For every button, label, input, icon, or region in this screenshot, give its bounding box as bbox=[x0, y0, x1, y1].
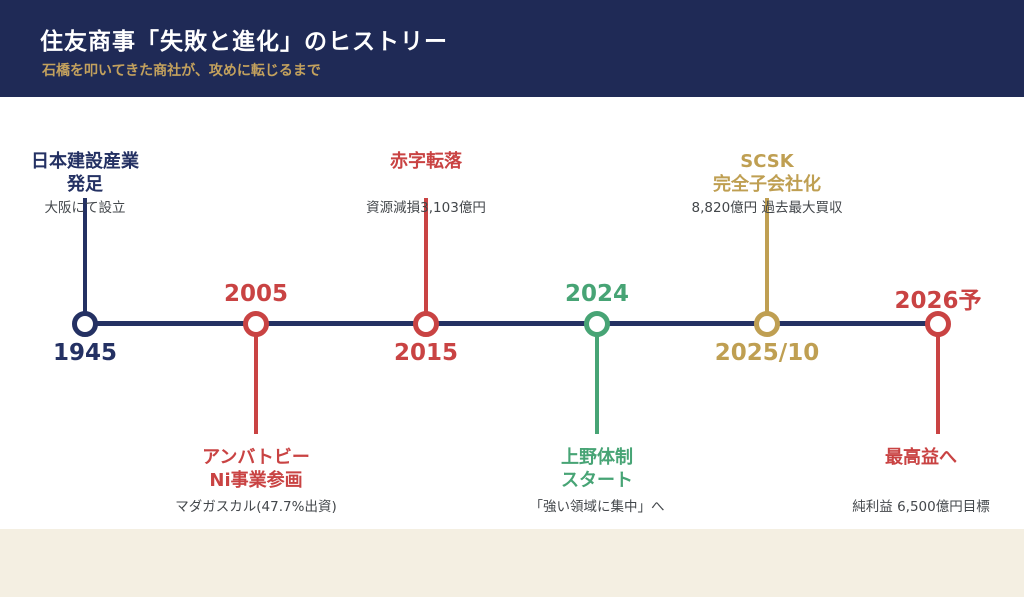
event-node bbox=[925, 311, 951, 337]
event-subtitle: 「強い領域に集中」へ bbox=[529, 499, 665, 515]
event-title: 日本建設産業 発足 bbox=[31, 150, 139, 196]
event-stem bbox=[254, 324, 258, 434]
event-year: 1945 bbox=[52, 340, 118, 366]
event-stem bbox=[595, 324, 599, 434]
event-year: 2015 bbox=[393, 340, 459, 366]
event-year: 2025/10 bbox=[714, 340, 820, 366]
event-year: 2024 bbox=[564, 281, 630, 307]
event-stem bbox=[765, 198, 769, 324]
event-title-line: 発足 bbox=[67, 174, 103, 195]
event-title-line: 最高益へ bbox=[885, 447, 957, 468]
event-stem bbox=[936, 324, 940, 434]
event-title: 最高益へ bbox=[885, 446, 957, 469]
event-title-line: スタート bbox=[561, 470, 633, 491]
event-subtitle: 資源減損3,103億円 bbox=[366, 200, 486, 216]
event-title: SCSK 完全子会社化 bbox=[713, 150, 821, 196]
event-year: 2005 bbox=[223, 281, 289, 307]
event-stem bbox=[83, 198, 87, 324]
event-node bbox=[243, 311, 269, 337]
event-subtitle: 大阪にて設立 bbox=[44, 200, 126, 216]
event-title-line: SCSK bbox=[740, 151, 794, 172]
page-subtitle: 石橋を叩いてきた商社が、攻めに転じるまで bbox=[42, 63, 321, 79]
header-band: 住友商事「失敗と進化」のヒストリー 石橋を叩いてきた商社が、攻めに転じるまで bbox=[0, 0, 1024, 97]
event-subtitle: マダガスカル(47.7%出資) bbox=[175, 499, 337, 515]
event-title-line: アンバトビー bbox=[202, 447, 310, 468]
event-title: 上野体制 スタート bbox=[561, 446, 633, 492]
timeline-line bbox=[85, 321, 938, 326]
event-subtitle: 純利益 6,500億円目標 bbox=[852, 499, 990, 515]
event-title-line: 上野体制 bbox=[561, 447, 633, 468]
event-title-line: 日本建設産業 bbox=[31, 151, 139, 172]
event-subtitle: 8,820億円 過去最大買収 bbox=[691, 200, 843, 216]
event-title-line: 完全子会社化 bbox=[713, 174, 821, 195]
event-year: 2026予 bbox=[894, 288, 982, 314]
event-node bbox=[413, 311, 439, 337]
event-node bbox=[754, 311, 780, 337]
event-title-line: Ni事業参画 bbox=[209, 470, 303, 491]
event-title: アンバトビー Ni事業参画 bbox=[202, 446, 310, 492]
event-title-line: 赤字転落 bbox=[390, 151, 462, 172]
event-title: 赤字転落 bbox=[390, 150, 462, 173]
event-stem bbox=[424, 198, 428, 324]
page-title: 住友商事「失敗と進化」のヒストリー bbox=[40, 29, 448, 55]
event-node bbox=[584, 311, 610, 337]
event-node bbox=[72, 311, 98, 337]
footer-band: ★アンバトビーの累計損失 約4,000億円 → その教訓が今の「集中戦略」を生ん… bbox=[0, 529, 1024, 597]
